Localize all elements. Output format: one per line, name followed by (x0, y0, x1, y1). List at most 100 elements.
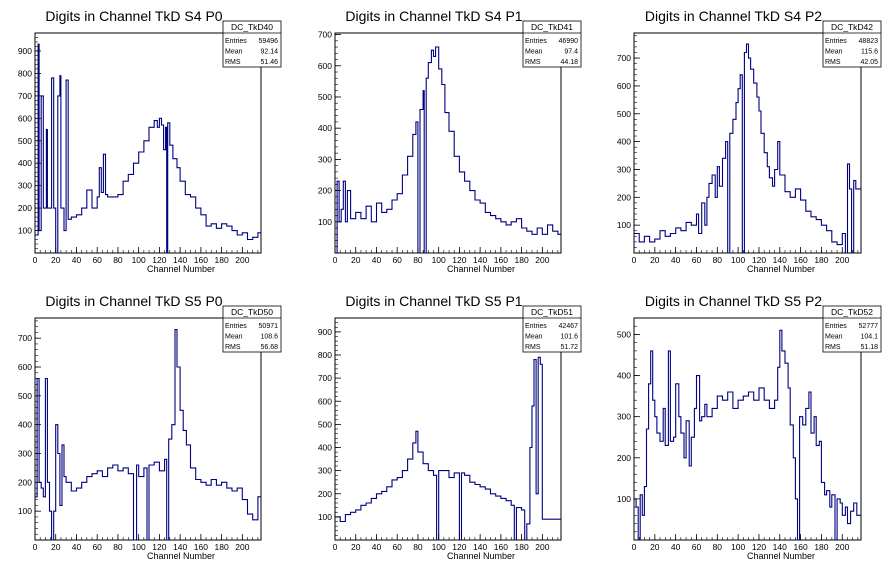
y-tick-label: 200 (617, 192, 631, 202)
x-tick-label: 80 (713, 255, 723, 265)
y-tick-label: 300 (318, 466, 332, 476)
x-tick-label: 60 (392, 542, 402, 552)
stats-label: Entries (825, 38, 847, 45)
stats-value: 51.72 (560, 344, 578, 351)
x-tick-label: 160 (194, 542, 208, 552)
x-tick-label: 140 (173, 542, 187, 552)
stats-label: Mean (825, 49, 843, 56)
x-tick-label: 40 (372, 255, 382, 265)
x-tick-label: 100 (132, 255, 146, 265)
x-tick-label: 40 (671, 542, 681, 552)
y-tick-label: 400 (18, 158, 32, 168)
y-tick-label: 700 (617, 53, 631, 63)
stats-frame (522, 20, 582, 68)
panel-title: Digits in Channel TkD S4 P1 (345, 8, 522, 24)
stats-label: Entries (525, 323, 547, 330)
y-tick-label: 500 (617, 109, 631, 119)
stats-value: 44.18 (560, 59, 578, 66)
panel-6: Digits in Channel TkD S5 P2 0 20 40 60 80 100 1… (617, 293, 882, 561)
x-tick-label: 40 (671, 255, 681, 265)
y-tick-label: 300 (18, 181, 32, 191)
stats-value: 52777 (859, 323, 879, 330)
x-axis-label: Channel Number (147, 551, 215, 561)
stats-frame (222, 20, 282, 68)
x-axis-label: Channel Number (447, 551, 515, 561)
y-tick-label: 900 (18, 46, 32, 56)
stats-value: 42467 (559, 323, 579, 330)
stats-label: RMS (525, 344, 541, 351)
x-tick-label: 180 (814, 542, 828, 552)
y-tick-label: 600 (617, 81, 631, 91)
stats-box: DC_TkD40 Entries 59496 Mean 92.14 RMS 51.46 (222, 20, 282, 68)
y-tick-label: 500 (318, 419, 332, 429)
x-tick-label: 60 (92, 542, 102, 552)
stats-name: DC_TkD41 (531, 22, 573, 32)
x-tick-label: 120 (752, 255, 766, 265)
x-tick-label: 180 (215, 255, 229, 265)
y-tick-label: 500 (18, 136, 32, 146)
plot-frame (334, 32, 562, 254)
stats-value: 48823 (859, 38, 879, 45)
plot-frame (633, 317, 862, 541)
x-tick-label: 200 (235, 255, 249, 265)
panel-3: Digits in Channel TkD S4 P2 0 20 40 60 80 100 1… (617, 8, 882, 274)
x-tick-label: 40 (72, 542, 82, 552)
y-tick-label: 600 (18, 113, 32, 123)
stats-label: RMS (225, 59, 241, 66)
y-tick-label: 600 (318, 396, 332, 406)
stats-box: DC_TkD50 Entries 50971 Mean 108.6 RMS 56.68 (222, 305, 282, 353)
x-tick-label: 180 (515, 542, 529, 552)
stats-value: 56.68 (260, 344, 278, 351)
y-tick-label: 300 (318, 154, 332, 164)
x-tick-label: 140 (773, 542, 787, 552)
x-tick-label: 80 (113, 255, 123, 265)
stats-label: RMS (825, 59, 841, 66)
x-tick-label: 20 (351, 255, 361, 265)
stats-value: 51.18 (860, 344, 878, 351)
x-tick-label: 0 (632, 542, 637, 552)
panel-title: Digits in Channel TkD S5 P2 (645, 293, 822, 309)
y-tick-label: 100 (318, 217, 332, 227)
stats-box: DC_TkD51 Entries 42467 Mean 101.6 RMS 51.72 (522, 305, 582, 353)
stats-name: DC_TkD40 (231, 22, 273, 32)
y-tick-label: 300 (617, 412, 631, 422)
panel-title: Digits in Channel TkD S4 P0 (45, 8, 222, 24)
x-tick-label: 180 (215, 542, 229, 552)
y-tick-label: 200 (617, 453, 631, 463)
x-tick-label: 120 (152, 255, 166, 265)
stats-box: DC_TkD52 Entries 52777 Mean 104.1 RMS 51.18 (822, 305, 882, 353)
x-tick-label: 0 (632, 255, 637, 265)
x-tick-label: 20 (650, 542, 660, 552)
y-tick-label: 500 (617, 329, 631, 339)
x-axis-label: Channel Number (147, 264, 215, 274)
panel-2: Digits in Channel TkD S4 P1 0 20 40 60 80 100 1… (318, 8, 582, 274)
stats-label: Entries (225, 38, 247, 45)
panel-1: Digits in Channel TkD S4 P0 0 20 40 60 80 100 1… (18, 8, 282, 274)
stats-value: 108.6 (260, 334, 278, 341)
panel-title: Digits in Channel TkD S4 P2 (645, 8, 822, 24)
y-tick-label: 900 (318, 327, 332, 337)
stats-label: Mean (525, 334, 543, 341)
x-tick-label: 60 (692, 542, 702, 552)
x-tick-label: 160 (494, 255, 508, 265)
stats-label: Entries (825, 323, 847, 330)
y-tick-label: 700 (318, 30, 332, 40)
stats-label: Mean (525, 49, 543, 56)
stats-box: DC_TkD42 Entries 48823 Mean 115.6 RMS 42.05 (822, 20, 882, 68)
y-tick-label: 300 (18, 449, 32, 459)
x-tick-label: 120 (152, 542, 166, 552)
x-tick-label: 20 (51, 255, 61, 265)
stats-frame (822, 20, 882, 68)
x-tick-label: 180 (814, 255, 828, 265)
x-tick-label: 160 (794, 255, 808, 265)
y-tick-label: 400 (318, 123, 332, 133)
x-tick-label: 160 (494, 542, 508, 552)
y-tick-label: 600 (18, 362, 32, 372)
x-tick-label: 100 (432, 255, 446, 265)
x-tick-label: 20 (351, 542, 361, 552)
x-tick-label: 0 (333, 255, 338, 265)
histogram-line (634, 329, 861, 541)
panel-4: Digits in Channel TkD S5 P0 0 20 40 60 80 100 1… (18, 293, 282, 561)
y-tick-label: 100 (617, 220, 631, 230)
histogram-line (335, 46, 561, 254)
